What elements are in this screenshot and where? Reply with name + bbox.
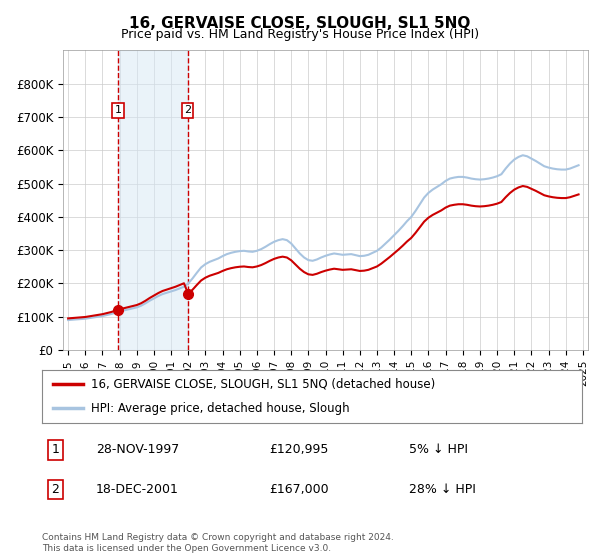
- Text: 16, GERVAISE CLOSE, SLOUGH, SL1 5NQ: 16, GERVAISE CLOSE, SLOUGH, SL1 5NQ: [130, 16, 470, 31]
- Text: 16, GERVAISE CLOSE, SLOUGH, SL1 5NQ (detached house): 16, GERVAISE CLOSE, SLOUGH, SL1 5NQ (det…: [91, 377, 435, 390]
- Text: 1: 1: [115, 105, 122, 115]
- Text: 5% ↓ HPI: 5% ↓ HPI: [409, 444, 468, 456]
- Text: 28% ↓ HPI: 28% ↓ HPI: [409, 483, 476, 496]
- Text: Contains HM Land Registry data © Crown copyright and database right 2024.
This d: Contains HM Land Registry data © Crown c…: [42, 533, 394, 553]
- Text: 2: 2: [184, 105, 191, 115]
- Text: Price paid vs. HM Land Registry's House Price Index (HPI): Price paid vs. HM Land Registry's House …: [121, 28, 479, 41]
- Text: HPI: Average price, detached house, Slough: HPI: Average price, detached house, Slou…: [91, 402, 349, 415]
- Text: £120,995: £120,995: [269, 444, 328, 456]
- Text: 18-DEC-2001: 18-DEC-2001: [96, 483, 179, 496]
- Bar: [118, 50, 188, 350]
- Text: 2: 2: [52, 483, 59, 496]
- Text: 28-NOV-1997: 28-NOV-1997: [96, 444, 179, 456]
- Text: £167,000: £167,000: [269, 483, 328, 496]
- Text: 1: 1: [52, 444, 59, 456]
